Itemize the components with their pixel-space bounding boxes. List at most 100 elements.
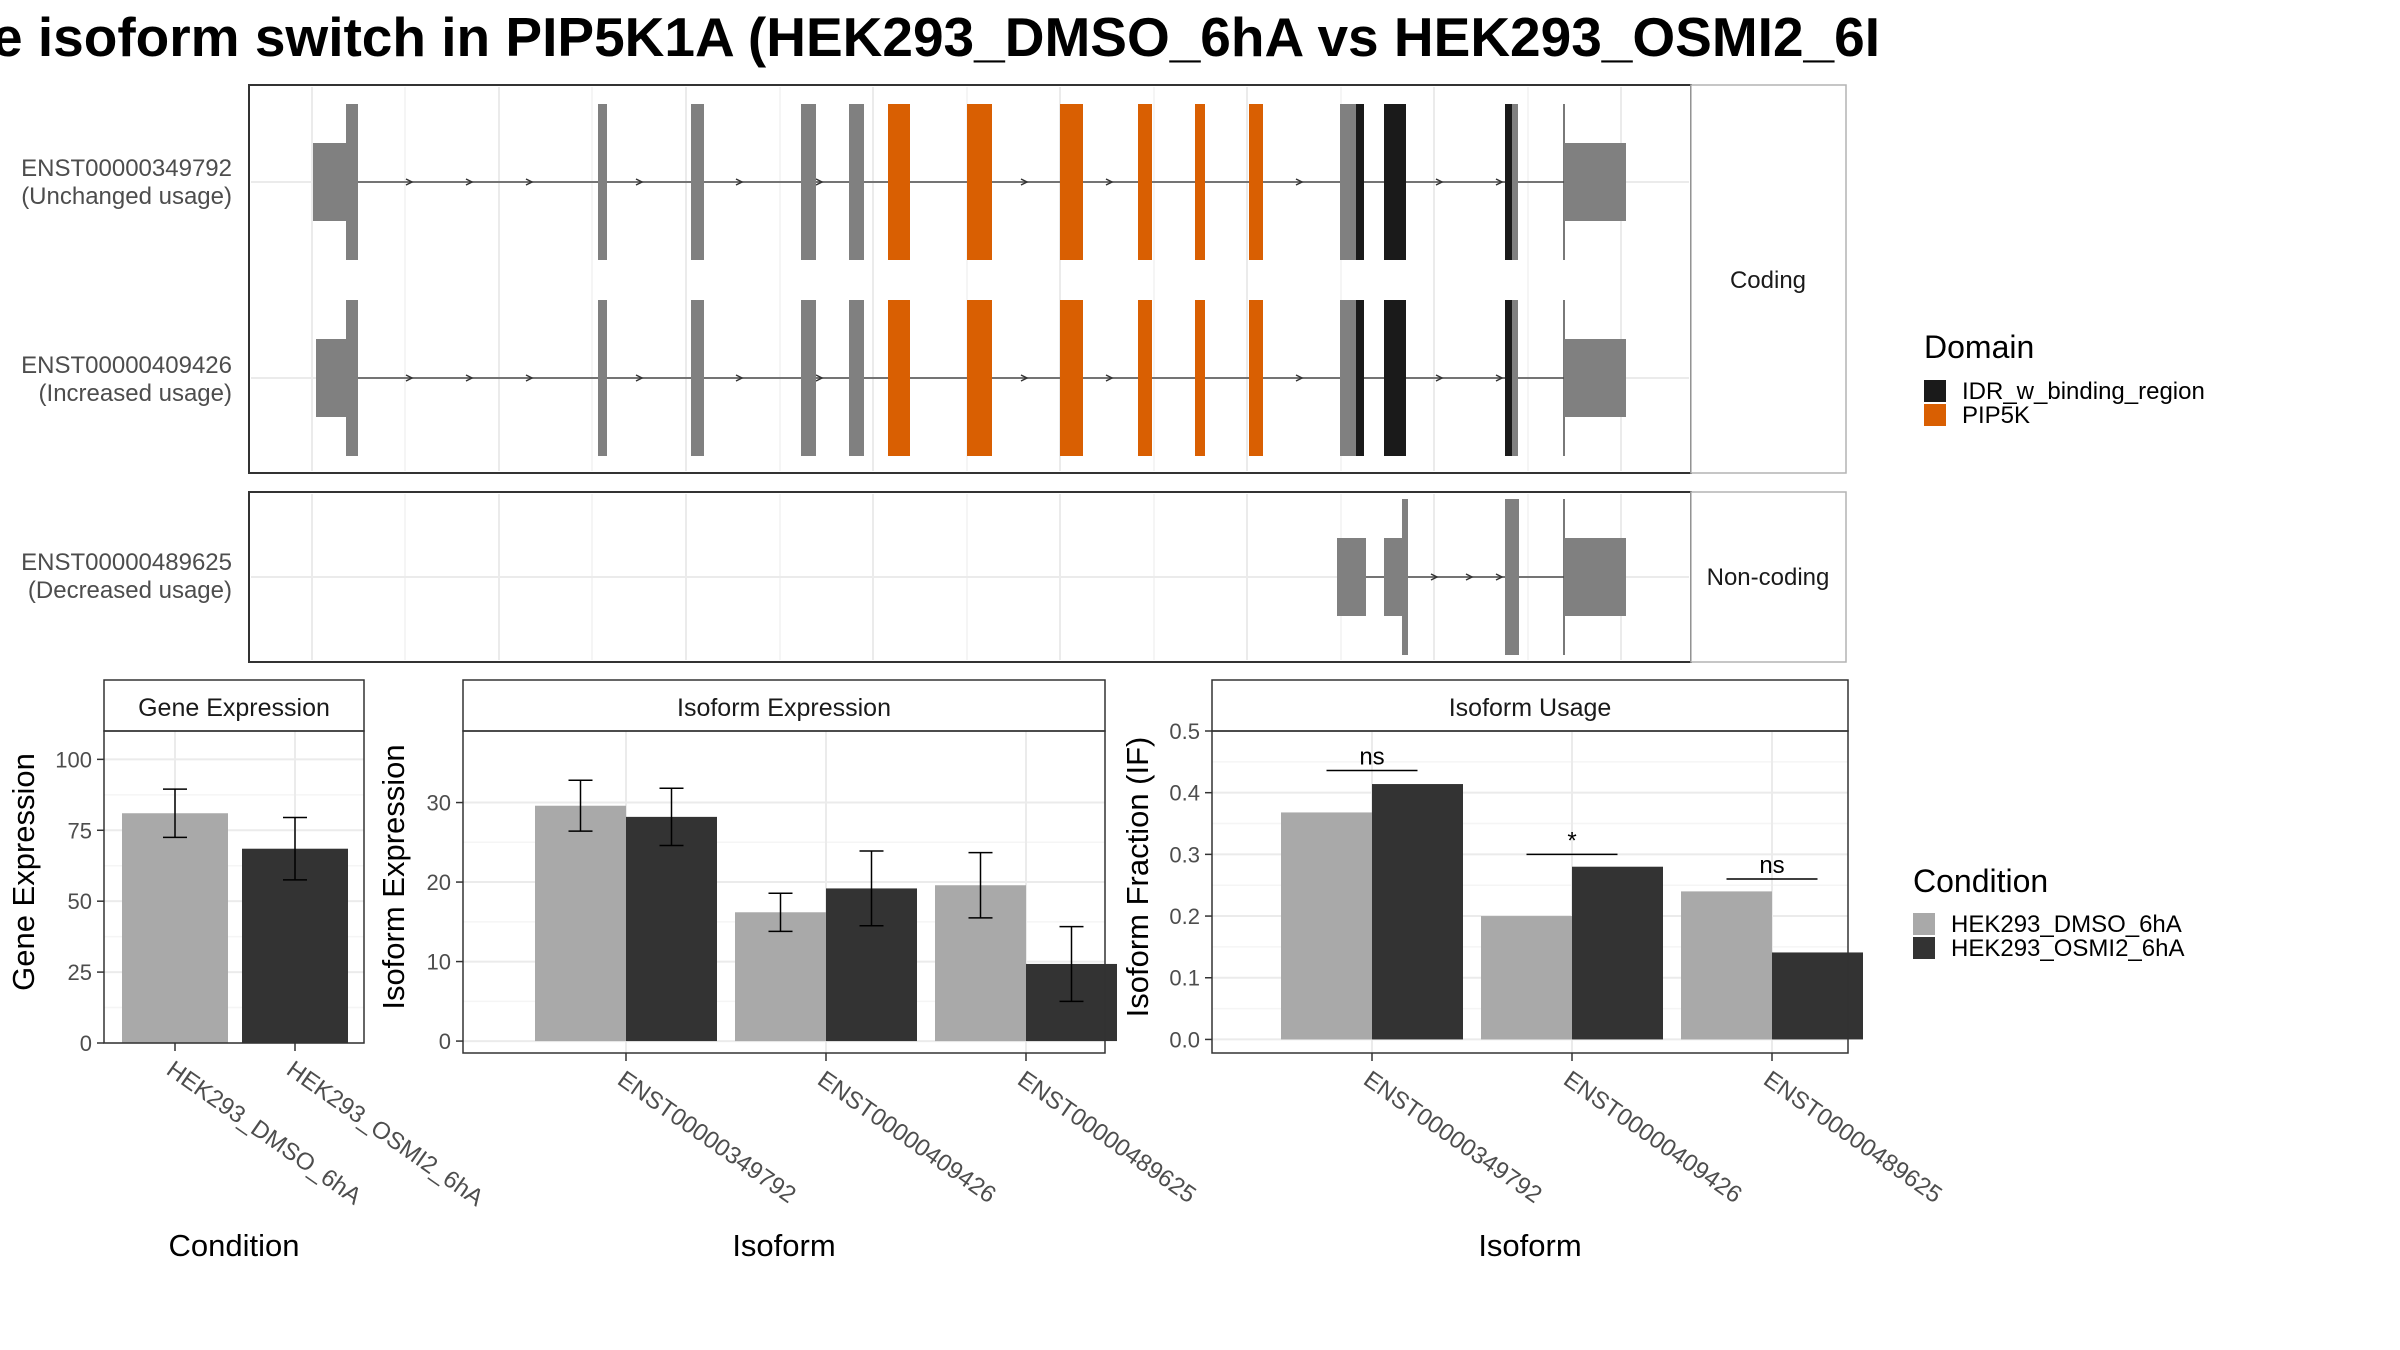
exon-block	[1337, 538, 1366, 616]
significance-label: *	[1567, 827, 1576, 854]
strand-arrow	[1465, 573, 1474, 581]
plot-panel-border	[1211, 730, 1849, 1054]
chart-strip	[103, 679, 365, 732]
exon-block	[1249, 104, 1263, 260]
y-tick-label: 0.4	[1169, 781, 1200, 806]
y-axis-title: Isoform Fraction (IF)	[1120, 737, 1155, 1018]
x-tick-label: ENST00000349792	[613, 1066, 801, 1209]
strand-arrow	[405, 374, 414, 382]
exon-block	[1060, 104, 1083, 260]
significance-label: ns	[1759, 852, 1784, 879]
strand-arrow	[465, 374, 474, 382]
utr-3prime	[1564, 143, 1626, 221]
x-tick-label: ENST00000409426	[813, 1066, 1001, 1209]
strand-arrow	[1295, 178, 1304, 186]
exon-block	[691, 300, 704, 456]
x-tick-label: ENST00000489625	[1759, 1066, 1947, 1209]
y-tick-label: 0.5	[1169, 719, 1200, 744]
gene-expression-chart: Gene Expression0255075100HEK293_DMSO_6hA…	[6, 679, 488, 1263]
coding-strip	[1690, 84, 1847, 474]
exon-block	[1505, 104, 1512, 260]
utr-5prime	[316, 339, 346, 417]
legend-label-osmi2: HEK293_OSMI2_6hA	[1951, 935, 2184, 962]
y-tick-label: 30	[427, 791, 451, 816]
exon-block	[849, 104, 864, 260]
legend-label-dmso: HEK293_DMSO_6hA	[1951, 911, 2182, 938]
bar	[626, 816, 717, 1042]
bar	[1572, 866, 1663, 1040]
bar	[122, 813, 228, 1043]
coding-strip-label: Coding	[1730, 267, 1806, 294]
exon-block	[801, 300, 816, 456]
legend-swatch-osmi2	[1913, 937, 1935, 959]
legend-swatch-dmso	[1913, 913, 1935, 935]
strand-arrow	[1435, 178, 1444, 186]
exon-block	[888, 104, 910, 260]
y-axis-title: Isoform Expression	[376, 744, 411, 1009]
y-axis-title: Gene Expression	[6, 753, 41, 991]
x-axis-title: Isoform	[732, 1228, 835, 1263]
exon-block	[967, 300, 992, 456]
exon-block	[849, 300, 864, 456]
bar	[735, 912, 826, 1042]
x-axis-title: Isoform	[1478, 1228, 1581, 1263]
strand-arrow	[1105, 374, 1114, 382]
exon-block	[1384, 104, 1406, 260]
transcript-structure-panel: Coding Non-coding ENST00000349792 (Uncha…	[21, 84, 1847, 663]
strand-arrow	[1430, 573, 1439, 581]
exon-block	[598, 104, 607, 260]
exon-block	[1356, 300, 1364, 456]
strand-arrow	[1495, 374, 1504, 382]
strand-arrow	[465, 178, 474, 186]
chart-strip	[1211, 679, 1849, 732]
bar	[1772, 952, 1863, 1040]
plot-panel-border	[103, 730, 365, 1044]
exon-block	[1356, 104, 1364, 260]
exon-block	[598, 300, 607, 456]
strand-arrow	[1435, 374, 1444, 382]
chart-strip-title: Isoform Expression	[677, 694, 891, 722]
exon-block	[801, 104, 816, 260]
strand-arrow	[1295, 374, 1304, 382]
noncoding-strip-label: Non-coding	[1707, 564, 1830, 591]
y-tick-label: 0.2	[1169, 904, 1200, 929]
exon-block	[1138, 104, 1152, 260]
exon-block	[1505, 499, 1519, 655]
condition-legend-title: Condition	[1913, 863, 2048, 899]
strand-arrow	[735, 178, 744, 186]
transcript-tracks	[313, 104, 1626, 655]
y-tick-label: 10	[427, 950, 451, 975]
chart-strip-title: Isoform Usage	[1449, 694, 1612, 722]
exon-block	[1505, 300, 1512, 456]
isoform-usage-chart: Isoform Usage ns * ns 0.0 0.1 0.2 0.3 0.4 0.5 ENST…	[1120, 679, 1947, 1263]
exon-block	[1195, 300, 1205, 456]
exon-block	[346, 104, 358, 260]
strand-arrow	[815, 374, 824, 382]
isoform-2-id: ENST00000409426	[21, 352, 232, 379]
strand-arrow	[1105, 178, 1114, 186]
utr-5prime	[313, 143, 346, 221]
y-tick-label: 0.3	[1169, 842, 1200, 867]
strand-arrow	[525, 374, 534, 382]
exon-block	[1340, 104, 1356, 260]
exon-block	[1402, 499, 1408, 655]
bar	[242, 848, 348, 1043]
strand-arrow	[525, 178, 534, 186]
significance-label: ns	[1359, 743, 1384, 770]
exon-block	[1384, 538, 1402, 616]
exon-block	[1512, 300, 1518, 456]
exon-block	[1512, 104, 1518, 260]
figure-title: e isoform switch in PIP5K1A (HEK293_DMSO…	[0, 6, 1880, 68]
exon-block	[1195, 104, 1205, 260]
coding-transcript-track	[313, 104, 1626, 260]
strand-arrow	[1020, 178, 1029, 186]
isoform-3-id: ENST00000489625	[21, 549, 232, 576]
exon-block	[1249, 300, 1263, 456]
exon-block	[1138, 300, 1152, 456]
exon-block	[1340, 300, 1356, 456]
x-tick-label: ENST00000349792	[1359, 1066, 1547, 1209]
strand-arrow	[1495, 573, 1504, 581]
condition-legend: Condition HEK293_DMSO_6hA HEK293_OSMI2_6…	[1913, 863, 2184, 962]
x-tick-label: HEK293_DMSO_6hA	[162, 1056, 367, 1210]
